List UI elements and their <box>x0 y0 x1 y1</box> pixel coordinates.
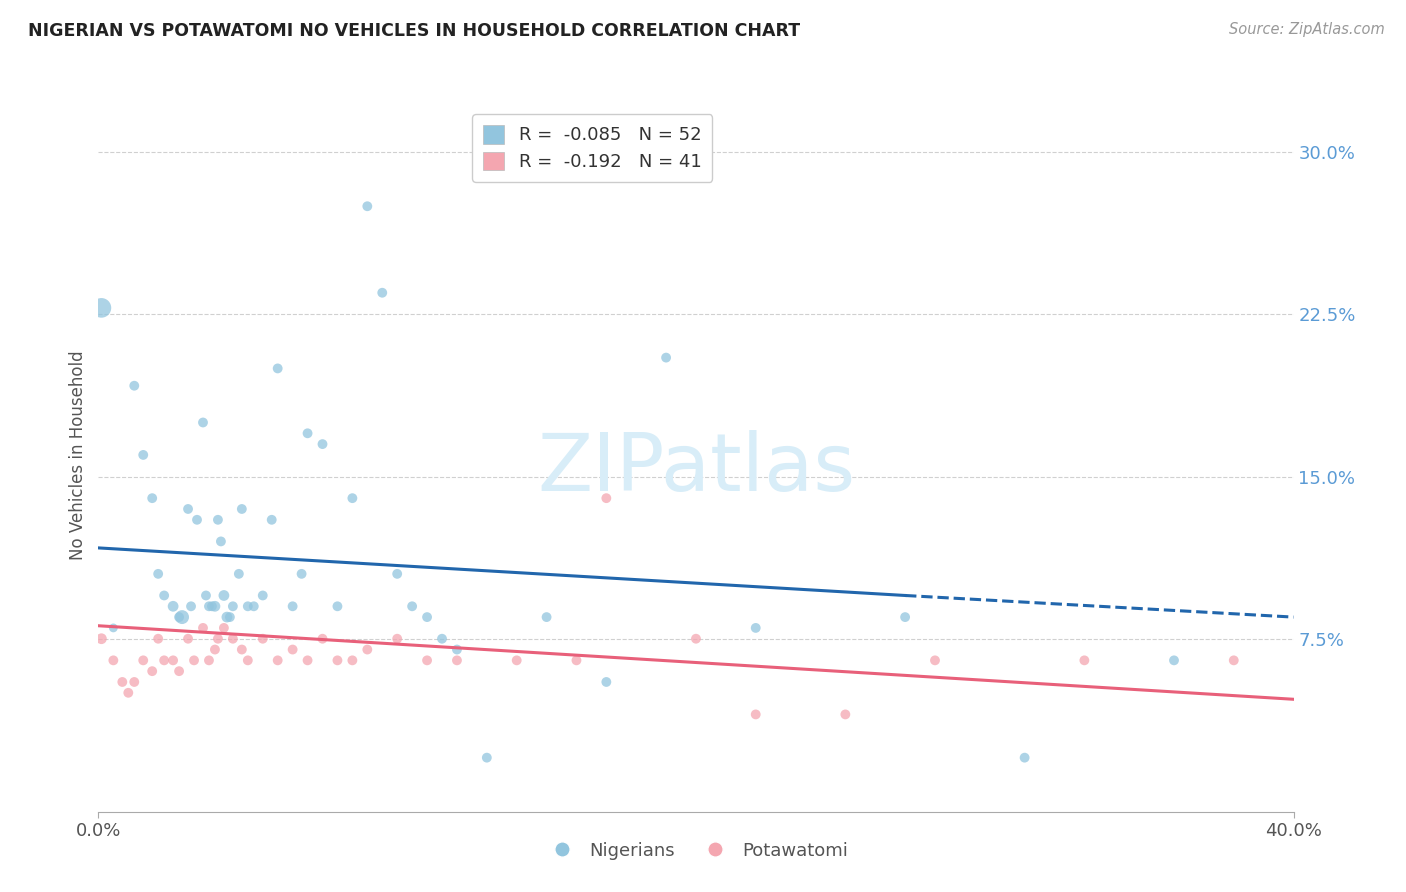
Point <box>356 642 378 657</box>
Point <box>194 589 218 603</box>
Point <box>132 653 155 667</box>
Point <box>186 513 208 527</box>
Point <box>204 642 226 657</box>
Point <box>385 566 409 581</box>
Point <box>1073 653 1095 667</box>
Point <box>177 632 200 646</box>
Point <box>252 632 274 646</box>
Point <box>111 675 134 690</box>
Point <box>212 621 235 635</box>
Point <box>260 513 283 527</box>
Point <box>162 653 184 667</box>
Point <box>117 686 139 700</box>
Point <box>243 599 266 614</box>
Point <box>342 653 364 667</box>
Point <box>90 301 112 315</box>
Point <box>231 502 253 516</box>
Point <box>198 653 221 667</box>
Point <box>219 610 242 624</box>
Point <box>326 599 349 614</box>
Point <box>685 632 707 646</box>
Point <box>475 750 498 764</box>
Point <box>132 448 155 462</box>
Point <box>162 599 184 614</box>
Point <box>236 653 259 667</box>
Point <box>167 664 190 678</box>
Point <box>1223 653 1246 667</box>
Point <box>371 285 394 300</box>
Point <box>446 653 468 667</box>
Point <box>267 653 290 667</box>
Point <box>745 621 768 635</box>
Point <box>834 707 856 722</box>
Point <box>191 416 214 430</box>
Text: ZIPatlas: ZIPatlas <box>537 430 855 508</box>
Point <box>228 566 250 581</box>
Point <box>326 653 349 667</box>
Point <box>252 589 274 603</box>
Point <box>153 589 176 603</box>
Point <box>153 653 176 667</box>
Point <box>141 664 163 678</box>
Point <box>172 610 194 624</box>
Point <box>595 491 617 505</box>
Point <box>745 707 768 722</box>
Point <box>267 361 290 376</box>
Point <box>297 653 319 667</box>
Point <box>215 610 238 624</box>
Point <box>416 610 439 624</box>
Point <box>148 632 170 646</box>
Point <box>924 653 946 667</box>
Point <box>297 426 319 441</box>
Text: Source: ZipAtlas.com: Source: ZipAtlas.com <box>1229 22 1385 37</box>
Point <box>167 610 190 624</box>
Point <box>212 589 235 603</box>
Point <box>311 437 333 451</box>
Point <box>198 599 221 614</box>
Point <box>342 491 364 505</box>
Point <box>290 566 312 581</box>
Point <box>536 610 558 624</box>
Point <box>385 632 409 646</box>
Point <box>565 653 588 667</box>
Point <box>177 502 200 516</box>
Point <box>207 513 229 527</box>
Point <box>148 566 170 581</box>
Legend: Nigerians, Potawatomi: Nigerians, Potawatomi <box>537 835 855 867</box>
Point <box>1163 653 1185 667</box>
Point <box>222 599 245 614</box>
Point <box>281 642 304 657</box>
Point <box>894 610 917 624</box>
Point <box>1014 750 1036 764</box>
Y-axis label: No Vehicles in Household: No Vehicles in Household <box>69 350 87 560</box>
Point <box>207 632 229 646</box>
Text: NIGERIAN VS POTAWATOMI NO VEHICLES IN HOUSEHOLD CORRELATION CHART: NIGERIAN VS POTAWATOMI NO VEHICLES IN HO… <box>28 22 800 40</box>
Point <box>231 642 253 657</box>
Point <box>236 599 259 614</box>
Point <box>141 491 163 505</box>
Point <box>90 632 112 646</box>
Point <box>311 632 333 646</box>
Point <box>506 653 529 667</box>
Point <box>180 599 202 614</box>
Point <box>103 621 125 635</box>
Point <box>401 599 423 614</box>
Point <box>281 599 304 614</box>
Point <box>356 199 378 213</box>
Point <box>209 534 232 549</box>
Point <box>655 351 678 365</box>
Point <box>222 632 245 646</box>
Point <box>124 378 146 392</box>
Point <box>430 632 453 646</box>
Point <box>191 621 214 635</box>
Point <box>595 675 617 690</box>
Point <box>204 599 226 614</box>
Point <box>446 642 468 657</box>
Point <box>103 653 125 667</box>
Point <box>124 675 146 690</box>
Point <box>416 653 439 667</box>
Point <box>183 653 205 667</box>
Point <box>201 599 224 614</box>
